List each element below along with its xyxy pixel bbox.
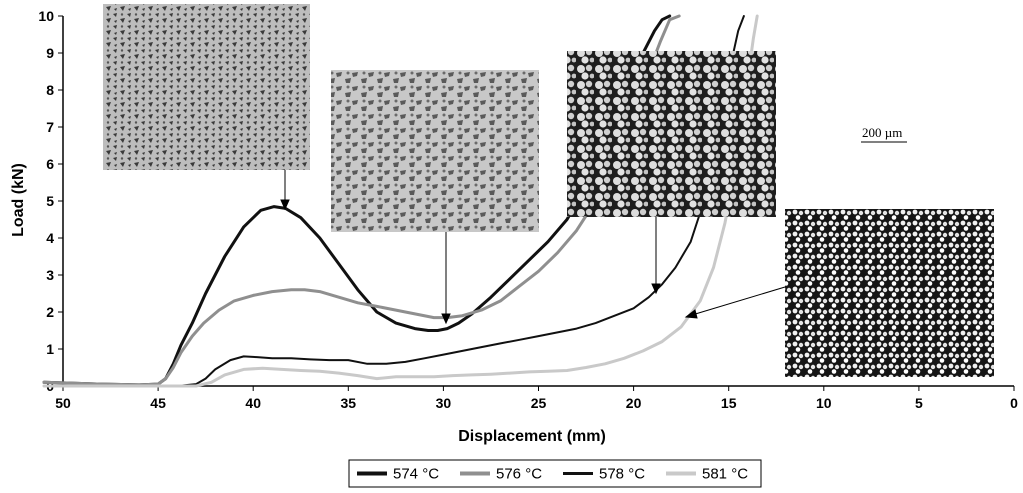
series-line-3	[43, 15, 745, 387]
y-tick-label: 7	[46, 119, 54, 135]
x-tick-label: 30	[436, 395, 452, 411]
x-axis-title: Displacement (mm)	[458, 428, 606, 445]
y-tick-label: 3	[46, 267, 54, 283]
arrowhead-576	[441, 313, 451, 325]
y-tick-label: 6	[46, 156, 54, 172]
micrograph-inset-581	[785, 209, 994, 377]
x-tick-label: 35	[341, 395, 357, 411]
micrograph-inset-576	[331, 70, 539, 232]
series-line-4	[42, 14, 759, 388]
x-tick-label: 10	[816, 395, 832, 411]
y-tick-label: 5	[46, 193, 54, 209]
y-tick-label: 9	[46, 45, 54, 61]
y-tick-label: 2	[46, 304, 54, 320]
x-tick-label: 20	[626, 395, 642, 411]
annotation-arrows	[280, 170, 786, 325]
arrowhead-581	[684, 309, 698, 319]
legend-label-3: 578 °C	[599, 466, 645, 483]
y-tick-label: 8	[46, 82, 54, 98]
y-tick-label: 4	[46, 230, 54, 246]
y-axis-title: Load (kN)	[10, 163, 27, 237]
x-tick-label: 15	[721, 395, 737, 411]
y-tick-label: 10	[38, 8, 54, 24]
arrowhead-574	[280, 199, 290, 211]
x-tick-label: 5	[915, 395, 923, 411]
arrow-581	[691, 286, 786, 316]
x-tick-label: 45	[150, 395, 166, 411]
x-tick-label: 50	[55, 395, 71, 411]
arrowhead-578	[651, 283, 661, 295]
legend-label-4: 581 °C	[702, 466, 748, 483]
y-tick-label: 1	[46, 341, 54, 357]
scale-bar-label: 200 µm	[862, 125, 902, 140]
scale-bar: 200 µm	[861, 125, 907, 143]
x-tick-label: 40	[245, 395, 261, 411]
micrograph-inset-574	[103, 4, 310, 170]
legend: 574 °C 576 °C 578 °C 581 °C	[348, 459, 762, 488]
legend-label-1: 574 °C	[393, 466, 439, 483]
x-tick-label: 0	[1010, 395, 1018, 411]
micrograph-inset-578	[567, 51, 776, 217]
legend-label-2: 576 °C	[496, 466, 542, 483]
x-tick-label: 25	[531, 395, 547, 411]
